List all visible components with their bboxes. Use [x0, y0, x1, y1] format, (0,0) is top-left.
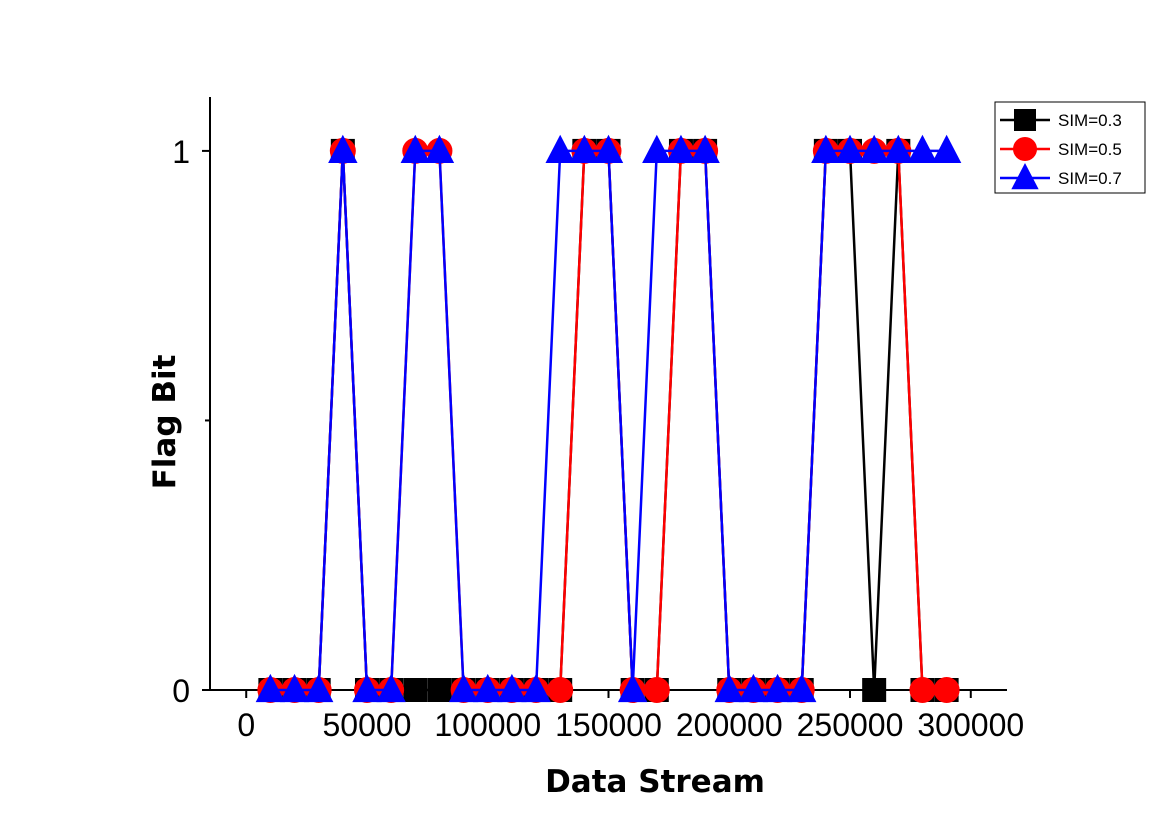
data-point	[762, 673, 793, 703]
x-tick-label: 50000	[322, 707, 411, 743]
data-point	[593, 134, 624, 163]
data-point	[909, 677, 936, 703]
y-axis-title: Flag Bit	[147, 354, 183, 489]
plot-area	[255, 134, 962, 703]
data-point	[714, 673, 744, 703]
data-point	[862, 678, 887, 702]
series-line	[270, 149, 947, 692]
data-point	[448, 673, 479, 703]
data-point	[859, 134, 889, 163]
data-point	[738, 673, 769, 703]
y-ticks: 01	[172, 134, 210, 709]
data-point	[883, 134, 914, 163]
data-point	[907, 134, 938, 163]
x-tick-label: 100000	[434, 707, 541, 743]
data-point	[424, 134, 455, 163]
data-point	[547, 677, 574, 703]
legend: SIM=0.3 SIM=0.5 SIM=0.7	[994, 101, 1146, 194]
legend-label: SIM=0.5	[1058, 140, 1122, 159]
x-axis-title: Data Stream	[545, 764, 765, 800]
data-point	[642, 134, 672, 163]
data-point	[400, 134, 430, 163]
data-point	[473, 673, 503, 703]
data-point	[835, 134, 865, 163]
data-point	[279, 673, 310, 703]
series-3	[255, 134, 962, 703]
data-point	[328, 134, 358, 163]
data-point	[255, 673, 286, 703]
series-line	[270, 149, 947, 692]
data-point	[521, 673, 551, 703]
data-point	[352, 673, 382, 703]
legend-items: SIM=0.3 SIM=0.5 SIM=0.7	[1000, 109, 1122, 190]
data-point	[403, 678, 428, 702]
data-point	[617, 673, 648, 703]
data-point	[427, 678, 452, 702]
legend-marker	[1014, 109, 1036, 131]
legend-label: SIM=0.3	[1058, 111, 1122, 130]
data-point	[811, 134, 841, 163]
data-point	[545, 134, 575, 163]
x-tick-label: 300000	[917, 707, 1024, 743]
y-tick-label: 0	[172, 673, 190, 709]
data-point	[666, 134, 696, 163]
x-tick-label: 200000	[676, 707, 783, 743]
data-point	[931, 134, 962, 163]
x-tick-label: 150000	[555, 707, 662, 743]
series-line	[270, 149, 947, 692]
data-point	[933, 677, 960, 703]
data-point	[569, 134, 600, 163]
legend-marker	[1011, 163, 1039, 190]
x-tick-label: 0	[237, 707, 255, 743]
data-point	[376, 673, 406, 703]
data-point	[787, 673, 817, 703]
data-point	[303, 673, 334, 703]
y-tick-label: 1	[172, 134, 190, 170]
data-point	[643, 677, 670, 703]
data-point	[690, 134, 720, 163]
legend-label: SIM=0.7	[1058, 169, 1122, 188]
x-ticks: 0 50000 100000 150000 200000 250000 300000	[237, 690, 1024, 743]
x-tick-label: 250000	[797, 707, 904, 743]
legend-marker	[1013, 137, 1037, 161]
data-point	[497, 673, 527, 703]
